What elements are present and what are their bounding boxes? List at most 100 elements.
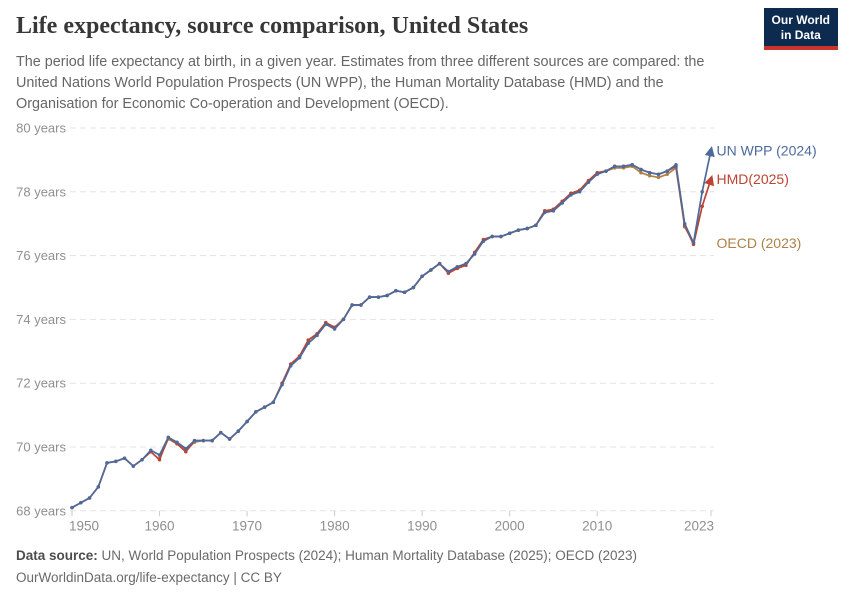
data-point [656,175,661,180]
data-point [656,172,661,177]
x-axis-label: 2023 [684,518,714,533]
data-point [157,453,162,457]
data-point [534,223,538,228]
data-point [114,459,118,464]
data-point [446,269,451,274]
data-point [700,204,704,208]
data-point [464,261,468,266]
data-point [324,322,328,326]
data-point [332,327,337,331]
y-axis-label: 80 years [16,121,66,136]
data-point [639,170,643,175]
x-axis: 1950 1960 1970 1980 1990 2000 2010 2023 [69,510,714,533]
data-point [621,164,626,169]
y-axis-label: 68 years [16,503,66,518]
data-point [411,285,416,290]
data-point [262,405,267,409]
data-point [709,177,713,181]
data-point [359,303,363,307]
data-point [682,221,687,226]
data-point [560,201,564,205]
y-axis-label: 72 years [16,376,66,391]
series-un-wpp-2024-: UN WPP (2024) [70,142,817,510]
data-point [131,464,136,468]
license-line: OurWorldinData.org/life-expectancy | CC … [16,569,282,585]
data-point [87,496,92,500]
data-point [647,174,652,178]
data-point [455,265,459,269]
data-point [376,295,381,299]
data-point [612,164,617,169]
data-point [639,167,643,172]
chart-subtitle: The period life expectancy at birth, in … [16,52,740,115]
series-end-label: OECD (2023) [717,235,802,251]
data-point [569,193,573,197]
data-point [122,456,127,460]
data-point [245,419,249,424]
data-point [306,341,311,346]
data-point [175,440,179,444]
data-point [385,293,389,298]
series-line [71,146,715,509]
data-point [105,461,109,465]
data-point [315,333,319,338]
data-point [306,338,311,342]
data-point [420,274,424,279]
data-point [184,446,188,451]
series-oecd-2023-: OECD (2023) [157,164,802,460]
data-point [525,226,529,231]
data-point [516,228,521,232]
data-point [236,429,241,433]
data-point [472,252,477,256]
data-source-line: Data source: UN, World Population Prospe… [16,545,637,567]
data-point [674,162,678,167]
data-point [630,162,634,167]
data-point [227,437,232,441]
data-point [210,438,214,443]
data-point [79,501,83,505]
y-axis-label: 78 years [16,184,66,199]
data-point [700,190,704,194]
data-point [586,180,591,184]
data-point [604,169,608,173]
y-grid: 80 years 78 years 76 years 74 years 72 years… [16,121,714,518]
owid-logo[interactable]: Our World in Data [763,8,838,50]
data-point [367,295,372,299]
data-point [499,234,503,239]
data-point [166,435,171,440]
page-title: Life expectancy, source comparison, Unit… [16,13,529,39]
data-point [647,170,652,175]
owid-logo-line1: Our World [771,13,830,27]
data-point [271,400,276,405]
data-point [577,190,582,194]
data-point [665,169,669,173]
data-source-label: Data source: [16,548,98,563]
series-line [158,165,695,460]
data-point [297,355,302,360]
data-point [402,290,407,295]
data-point [184,450,188,454]
data-point [70,505,74,510]
data-point [437,261,442,266]
data-point [192,438,197,443]
series-end-label: UN WPP (2024) [717,142,817,158]
chart-subtitle-line: Organisation for Economic Co-operation a… [16,96,449,112]
chart-subtitle-line: United Nations World Population Prospect… [16,75,664,91]
x-axis-label: 1960 [145,518,175,533]
y-axis-label: 74 years [16,312,66,327]
series-line [71,163,715,509]
data-point [481,239,486,243]
x-axis-label: 1990 [407,518,437,533]
data-point [709,148,713,153]
y-axis-label: 70 years [16,440,66,455]
series-hmd-2025-: HMD(2025) [70,162,789,510]
data-point [507,231,512,236]
data-point [140,458,144,462]
data-point [542,210,547,215]
x-axis-label: 1980 [320,518,350,533]
x-axis-label: 1950 [69,518,99,533]
data-source-text: UN, World Population Prospects (2024); H… [97,548,638,563]
data-point [341,317,346,322]
